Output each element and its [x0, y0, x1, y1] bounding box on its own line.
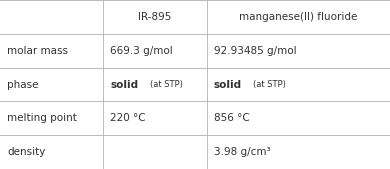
- Text: manganese(II) fluoride: manganese(II) fluoride: [239, 12, 358, 22]
- Text: IR-895: IR-895: [138, 12, 172, 22]
- Text: phase: phase: [7, 79, 39, 90]
- Text: (at STP): (at STP): [253, 80, 286, 89]
- Text: 856 °C: 856 °C: [214, 113, 250, 123]
- Text: solid: solid: [214, 79, 242, 90]
- Text: molar mass: molar mass: [7, 46, 68, 56]
- Text: solid: solid: [110, 79, 138, 90]
- Text: 3.98 g/cm³: 3.98 g/cm³: [214, 147, 270, 157]
- Text: 669.3 g/mol: 669.3 g/mol: [110, 46, 173, 56]
- Text: 92.93485 g/mol: 92.93485 g/mol: [214, 46, 296, 56]
- Text: melting point: melting point: [7, 113, 77, 123]
- Text: (at STP): (at STP): [150, 80, 183, 89]
- Text: 220 °C: 220 °C: [110, 113, 146, 123]
- Text: density: density: [7, 147, 45, 157]
